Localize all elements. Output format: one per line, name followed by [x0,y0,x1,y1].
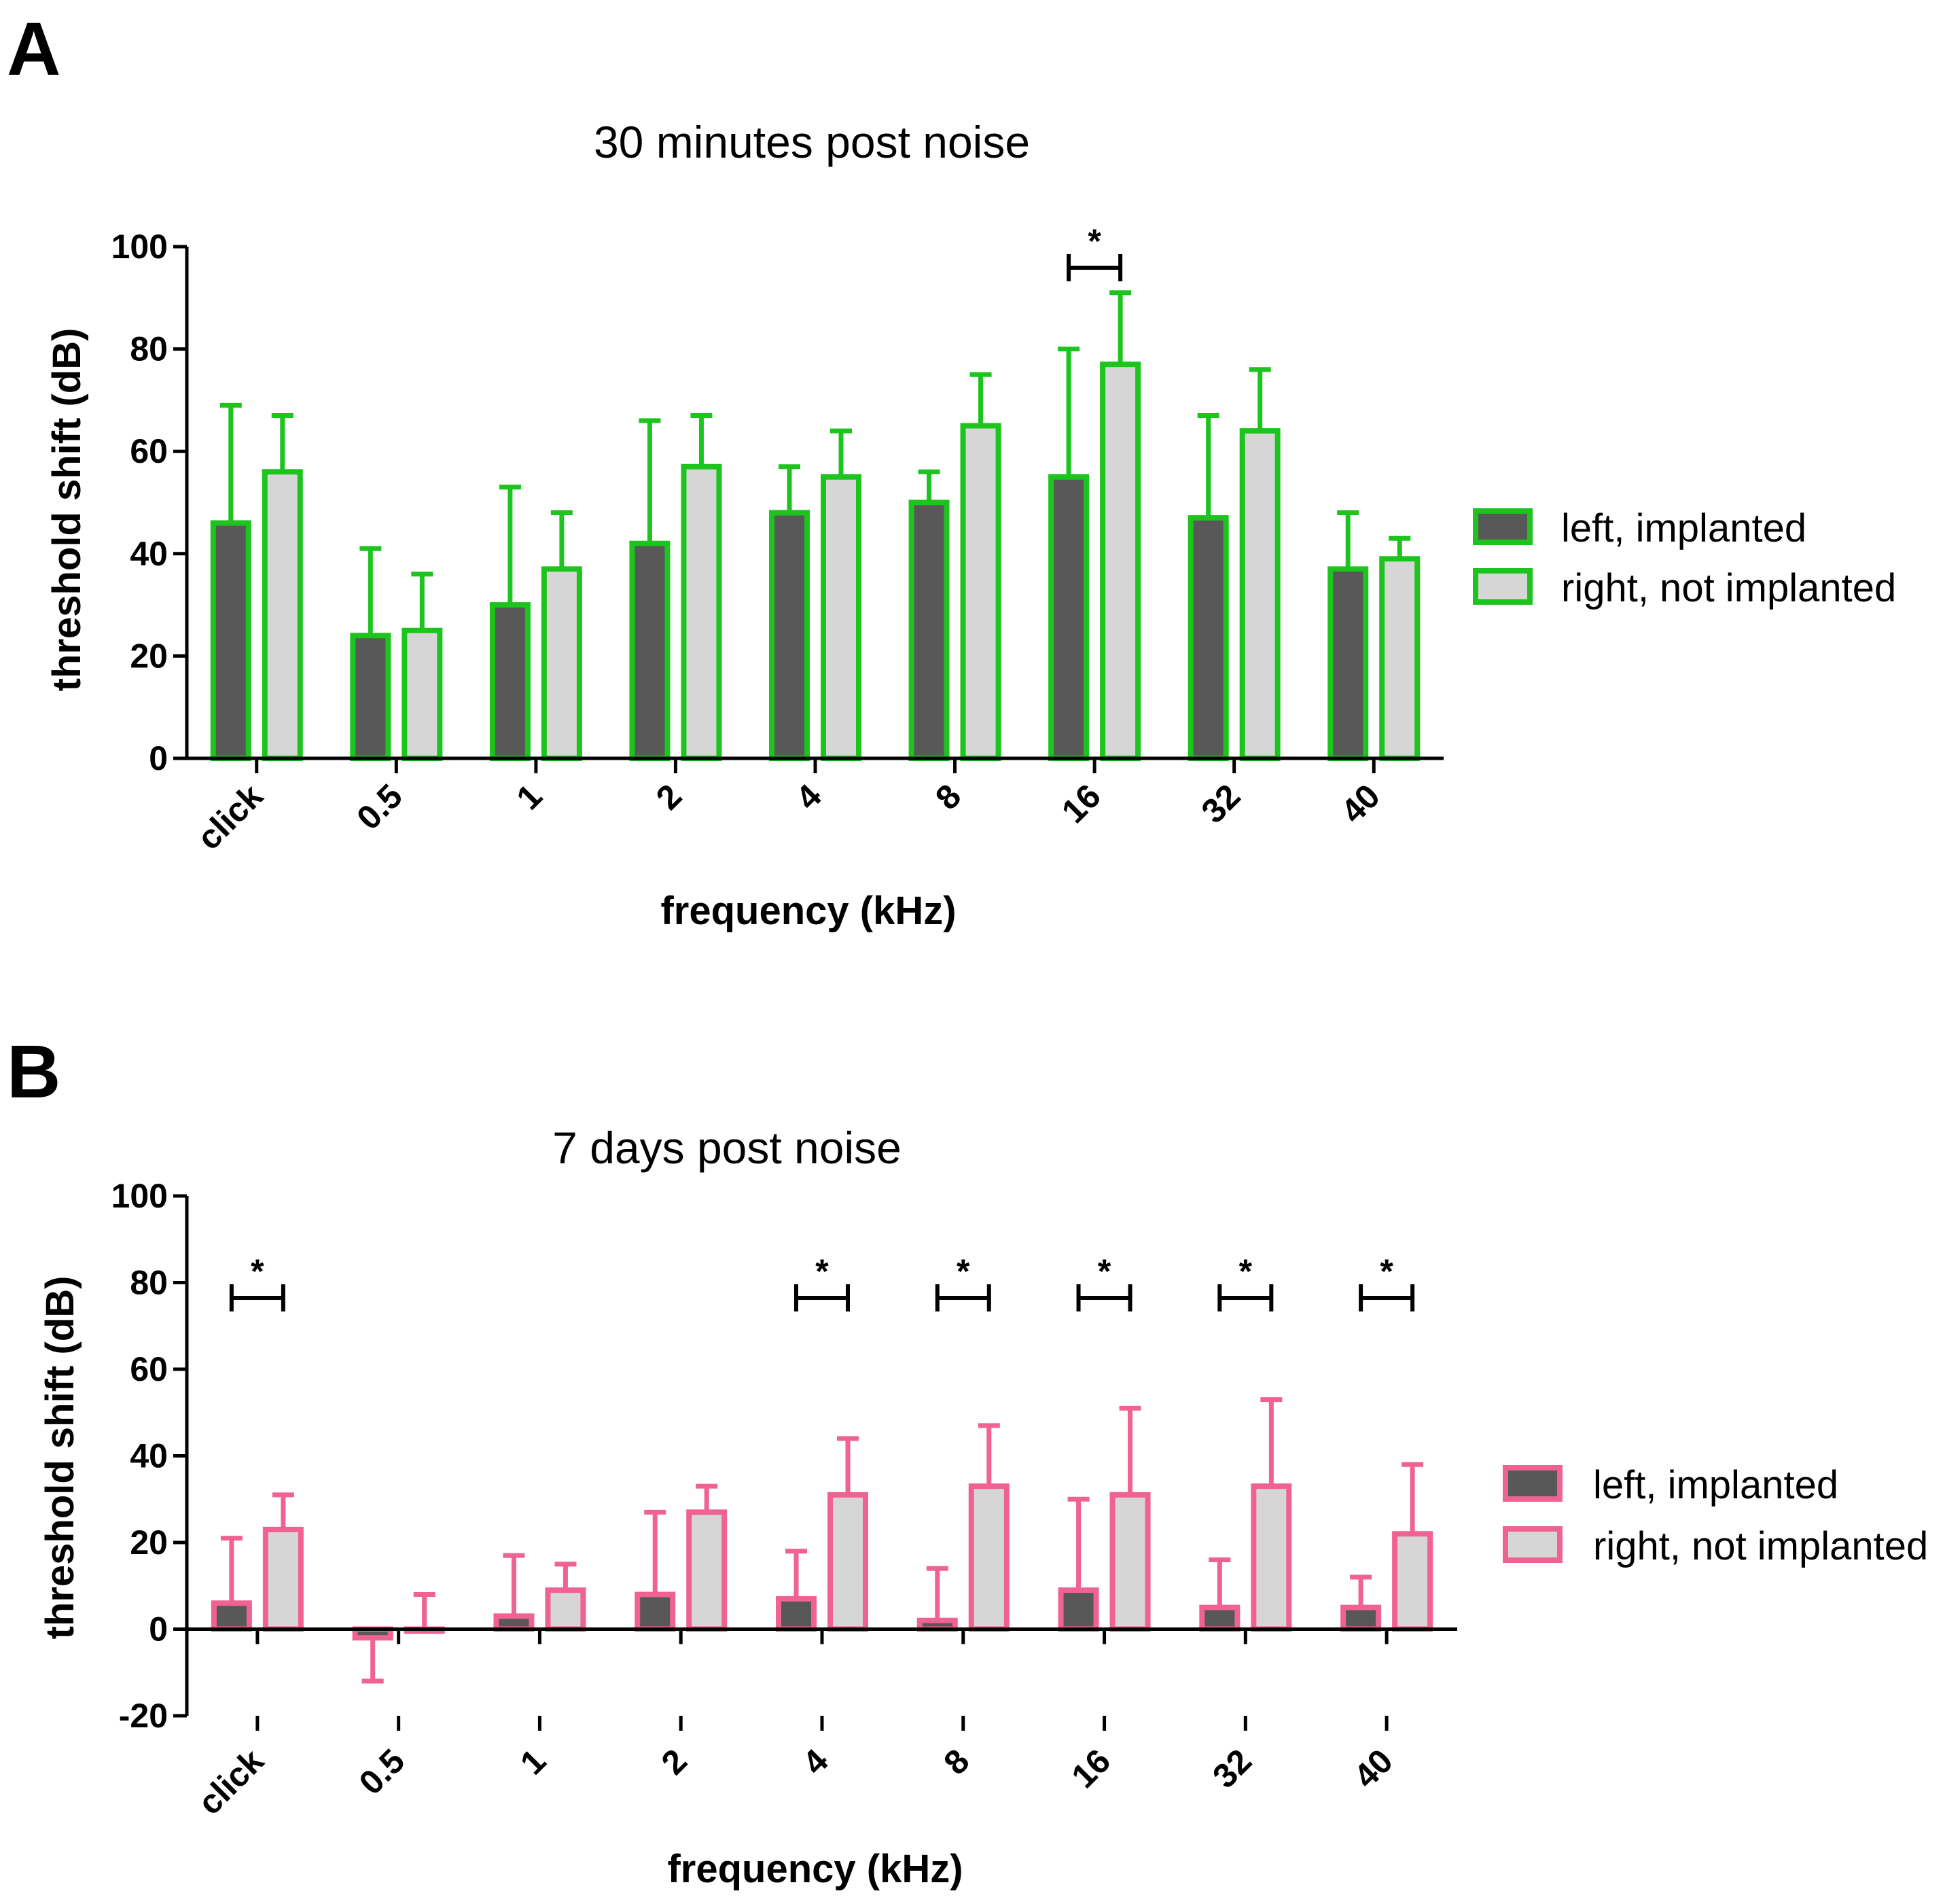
significance-star: * [251,1252,264,1290]
bar-right-not-implanted [681,463,722,761]
legend-swatch-right-not-implanted-a [1473,568,1533,605]
panel-letter-a: A [7,7,60,91]
x-axis-title-a: frequency (kHz) [660,889,956,933]
legend-swatch-left-implanted-a [1473,508,1533,545]
bar-right-not-implanted [541,566,582,761]
significance-star: * [957,1252,970,1290]
x-tick-label: 4 [789,777,829,817]
y-tick-label: 80 [130,1264,168,1302]
significance-star: * [1098,1252,1111,1290]
y-tick-label: 0 [149,739,168,777]
y-axis-title-b: threshold shift (dB) [38,1276,82,1640]
legend-label-right-not-implanted-b: right, not implanted [1593,1524,1928,1568]
legend-a: left, implanted right, not implanted [1473,506,1896,610]
bar-right-not-implanted [1100,362,1141,761]
x-axis-title-b: frequency (kHz) [667,1847,963,1891]
panel-a: A 30 minutes post noise 0 20 40 60 80 100 clic… [7,7,1896,933]
bar-left-implanted [1188,515,1229,762]
x-tick-label: 32 [1194,777,1248,830]
bar-right-not-implanted [262,1526,304,1632]
x-tick-label: click [190,1742,270,1822]
significance-star: * [1088,222,1101,260]
legend-label-right-not-implanted-a: right, not implanted [1561,566,1896,610]
bar-left-implanted [1058,1587,1099,1632]
plot-area-a: 0 20 40 60 80 100 click 0.5 1 2 4 8 16 32 40 * [111,222,1444,857]
plot-area-b: -20 0 20 40 60 80 100 click 0.5 1 2 4 8 16 32 40 * * * * * * [111,1177,1457,1822]
bar-left-implanted [1340,1604,1382,1632]
y-tick-label: 20 [130,1523,168,1562]
x-tick-label: 4 [796,1742,836,1782]
legend-swatch-left-implanted-b [1503,1465,1563,1502]
x-tick-label: 2 [649,777,689,817]
bar-left-implanted [350,633,391,762]
bar-left-implanted [629,540,671,761]
bar-left-implanted [1199,1604,1241,1632]
x-tick-label: 1 [509,777,549,817]
y-tick-label: 100 [111,228,168,266]
legend-label-left-implanted-b: left, implanted [1593,1463,1838,1507]
bar-left-implanted [493,1613,535,1632]
bar-right-not-implanted [402,627,443,761]
y-tick-label: 40 [130,1437,168,1475]
bar-right-not-implanted [1239,428,1281,762]
chart-title-b: 7 days post noise [552,1123,902,1173]
y-axis-title-a: threshold shift (dB) [45,328,89,692]
bar-left-implanted [769,510,810,761]
bar-right-not-implanted [686,1509,728,1632]
x-tick-label: 16 [1064,1742,1118,1795]
bar-right-not-implanted [1392,1531,1433,1632]
chart-title-a: 30 minutes post noise [594,117,1030,167]
bar-left-implanted [908,499,950,761]
panel-b: B 7 days post noise -20 0 20 40 60 80 100 click… [7,1030,1928,1891]
significance-star: * [1380,1252,1393,1290]
bar-right-not-implanted [1109,1492,1151,1632]
y-tick-label: 100 [111,1177,168,1215]
bar-right-not-implanted [960,423,1001,761]
bar-right-not-implanted [821,474,861,761]
bar-right-not-implanted [545,1587,586,1632]
bar-right-not-implanted [1251,1483,1292,1632]
bar-left-implanted [776,1596,817,1632]
significance-star: * [1239,1252,1253,1290]
bar-right-not-implanted [827,1492,868,1632]
bar-left-implanted [210,520,251,761]
y-tick-label: 0 [149,1610,168,1649]
x-tick-label: 40 [1334,777,1387,830]
x-tick-label: 2 [654,1742,694,1782]
x-tick-label: 1 [513,1742,553,1782]
bar-right-not-implanted [968,1483,1010,1632]
legend-swatch-right-not-implanted-b [1503,1526,1563,1563]
x-tick-label: 16 [1054,777,1108,830]
x-tick-label: 0.5 [349,777,410,837]
legend-b: left, implanted right, not implanted [1503,1463,1928,1568]
bar-right-not-implanted [262,469,303,761]
x-tick-label: 32 [1205,1742,1259,1795]
x-tick-label: click [190,777,270,857]
bar-left-implanted [1327,566,1369,761]
bar-left-implanted [211,1600,252,1632]
y-tick-label: 40 [130,535,168,573]
significance-star: * [815,1252,829,1290]
y-tick-label: 80 [130,330,168,368]
panel-letter-b: B [7,1030,60,1114]
legend-label-left-implanted-a: left, implanted [1561,506,1806,550]
bar-left-implanted [1048,474,1090,761]
x-tick-label: 40 [1346,1742,1400,1795]
y-tick-label: -20 [119,1697,168,1735]
bar-left-implanted [635,1591,676,1632]
y-tick-label: 20 [130,637,168,675]
x-tick-label: 0.5 [352,1742,412,1802]
y-tick-label: 60 [130,432,168,470]
x-tick-label: 8 [928,777,968,817]
bar-left-implanted [489,602,531,761]
bar-right-not-implanted [1379,556,1421,762]
x-tick-label: 8 [936,1742,976,1782]
y-tick-label: 60 [130,1350,168,1388]
